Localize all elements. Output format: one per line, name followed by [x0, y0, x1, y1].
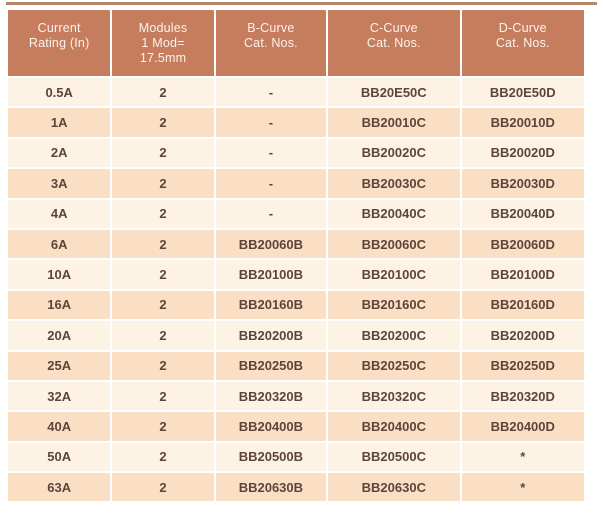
table-cell: BB20200C: [328, 321, 460, 350]
table-cell: 2: [112, 290, 214, 320]
table-cell: 32A: [8, 381, 111, 411]
table-cell: 2: [112, 199, 214, 228]
table-cell: 1A: [8, 108, 111, 137]
table-row: 4A 2- BB20040C BB20040D: [8, 199, 584, 228]
table-row: 0.5A 2- BB20E50C BB20E50D: [8, 78, 584, 107]
table-cell: BB20E50C: [328, 78, 460, 107]
table-cell: BB20320B: [215, 381, 327, 411]
table-body: 0.5A 2- BB20E50C BB20E50D 1A 2- BB20010C BB2001…: [8, 78, 584, 502]
table-cell: BB20500B: [215, 442, 327, 472]
table-cell: BB20020D: [461, 138, 584, 168]
table-row: 20A 2 BB20200B BB20200C BB20200D: [8, 321, 584, 350]
table-cell: 2: [112, 260, 214, 289]
col-header-c-curve: C-Curve Cat. Nos.: [328, 10, 460, 76]
table-cell: 2: [112, 169, 214, 198]
table-cell: BB20060B: [215, 229, 327, 259]
table-cell: 2: [112, 78, 214, 107]
table-row: 1A 2- BB20010C BB20010D: [8, 108, 584, 137]
col-header-b-curve: B-Curve Cat. Nos.: [215, 10, 327, 76]
table-cell: -: [215, 138, 327, 168]
table-row: 3A 2- BB20030C BB20030D: [8, 169, 584, 198]
table-cell: BB20160B: [215, 290, 327, 320]
table-cell: BB20100C: [328, 260, 460, 289]
table-row: 40A 2 BB20400B BB20400C BB20400D: [8, 412, 584, 441]
top-divider-rule: [6, 2, 597, 5]
table-cell: BB20630C: [328, 473, 460, 502]
table-cell: BB20E50D: [461, 78, 584, 107]
table-cell: -: [215, 108, 327, 137]
table-cell: BB20100B: [215, 260, 327, 289]
table-cell: 40A: [8, 412, 111, 441]
table-cell: BB20160C: [328, 290, 460, 320]
table-cell: 50A: [8, 442, 111, 472]
table-cell: 2: [112, 442, 214, 472]
table-row: 63A 2 BB20630B BB20630C *: [8, 473, 584, 502]
table-cell: BB20500C: [328, 442, 460, 472]
table-cell: *: [461, 473, 584, 502]
table-cell: 2: [112, 473, 214, 502]
table-cell: BB20320C: [328, 381, 460, 411]
table-cell: *: [461, 442, 584, 472]
table-cell: 2: [112, 321, 214, 350]
table-cell: 2A: [8, 138, 111, 168]
table-row: 32A 2 BB20320B BB20320C BB20320D: [8, 381, 584, 411]
table-cell: BB20250D: [461, 351, 584, 380]
table-cell: -: [215, 78, 327, 107]
table-cell: BB20040C: [328, 199, 460, 228]
table-row: 2A 2- BB20020C BB20020D: [8, 138, 584, 168]
table-cell: -: [215, 169, 327, 198]
table-cell: BB20030D: [461, 169, 584, 198]
table-cell: 2: [112, 412, 214, 441]
table-row: 10A 2 BB20100B BB20100C BB20100D: [8, 260, 584, 289]
table-cell: BB20020C: [328, 138, 460, 168]
table-cell: BB20060C: [328, 229, 460, 259]
table-cell: BB20160D: [461, 290, 584, 320]
table-cell: BB20400B: [215, 412, 327, 441]
table-cell: BB20040D: [461, 199, 584, 228]
table-cell: BB20250C: [328, 351, 460, 380]
table-cell: 2: [112, 138, 214, 168]
table-cell: 10A: [8, 260, 111, 289]
table-cell: 2: [112, 229, 214, 259]
table-cell: BB20250B: [215, 351, 327, 380]
table-cell: 2: [112, 351, 214, 380]
table-row: 25A 2 BB20250B BB20250C BB20250D: [8, 351, 584, 380]
table-cell: BB20200D: [461, 321, 584, 350]
table-cell: BB20630B: [215, 473, 327, 502]
table-cell: BB20010C: [328, 108, 460, 137]
table-row: 16A 2 BB20160B BB20160C BB20160D: [8, 290, 584, 320]
col-header-modules: Modules 1 Mod= 17.5mm: [112, 10, 214, 76]
table-cell: -: [215, 199, 327, 228]
table-cell: 6A: [8, 229, 111, 259]
table-cell: BB20060D: [461, 229, 584, 259]
table-cell: 2: [112, 108, 214, 137]
table-cell: 4A: [8, 199, 111, 228]
table-cell: BB20030C: [328, 169, 460, 198]
table-cell: BB20320D: [461, 381, 584, 411]
col-header-current-rating: Current Rating (In): [8, 10, 111, 76]
table-row: 50A 2 BB20500B BB20500C *: [8, 442, 584, 472]
table-cell: 2: [112, 381, 214, 411]
table-cell: 3A: [8, 169, 111, 198]
table-header-row: Current Rating (In) Modules 1 Mod= 17.5m…: [8, 10, 584, 76]
table-cell: 16A: [8, 290, 111, 320]
table-cell: 63A: [8, 473, 111, 502]
col-header-d-curve: D-Curve Cat. Nos.: [461, 10, 584, 76]
table-cell: BB20400C: [328, 412, 460, 441]
catalog-table: Current Rating (In) Modules 1 Mod= 17.5m…: [6, 8, 586, 503]
table-cell: BB20400D: [461, 412, 584, 441]
table-cell: BB20200B: [215, 321, 327, 350]
table-cell: BB20100D: [461, 260, 584, 289]
table-cell: 25A: [8, 351, 111, 380]
table-cell: 0.5A: [8, 78, 111, 107]
table-cell: BB20010D: [461, 108, 584, 137]
table-row: 6A 2 BB20060B BB20060C BB20060D: [8, 229, 584, 259]
table-cell: 20A: [8, 321, 111, 350]
